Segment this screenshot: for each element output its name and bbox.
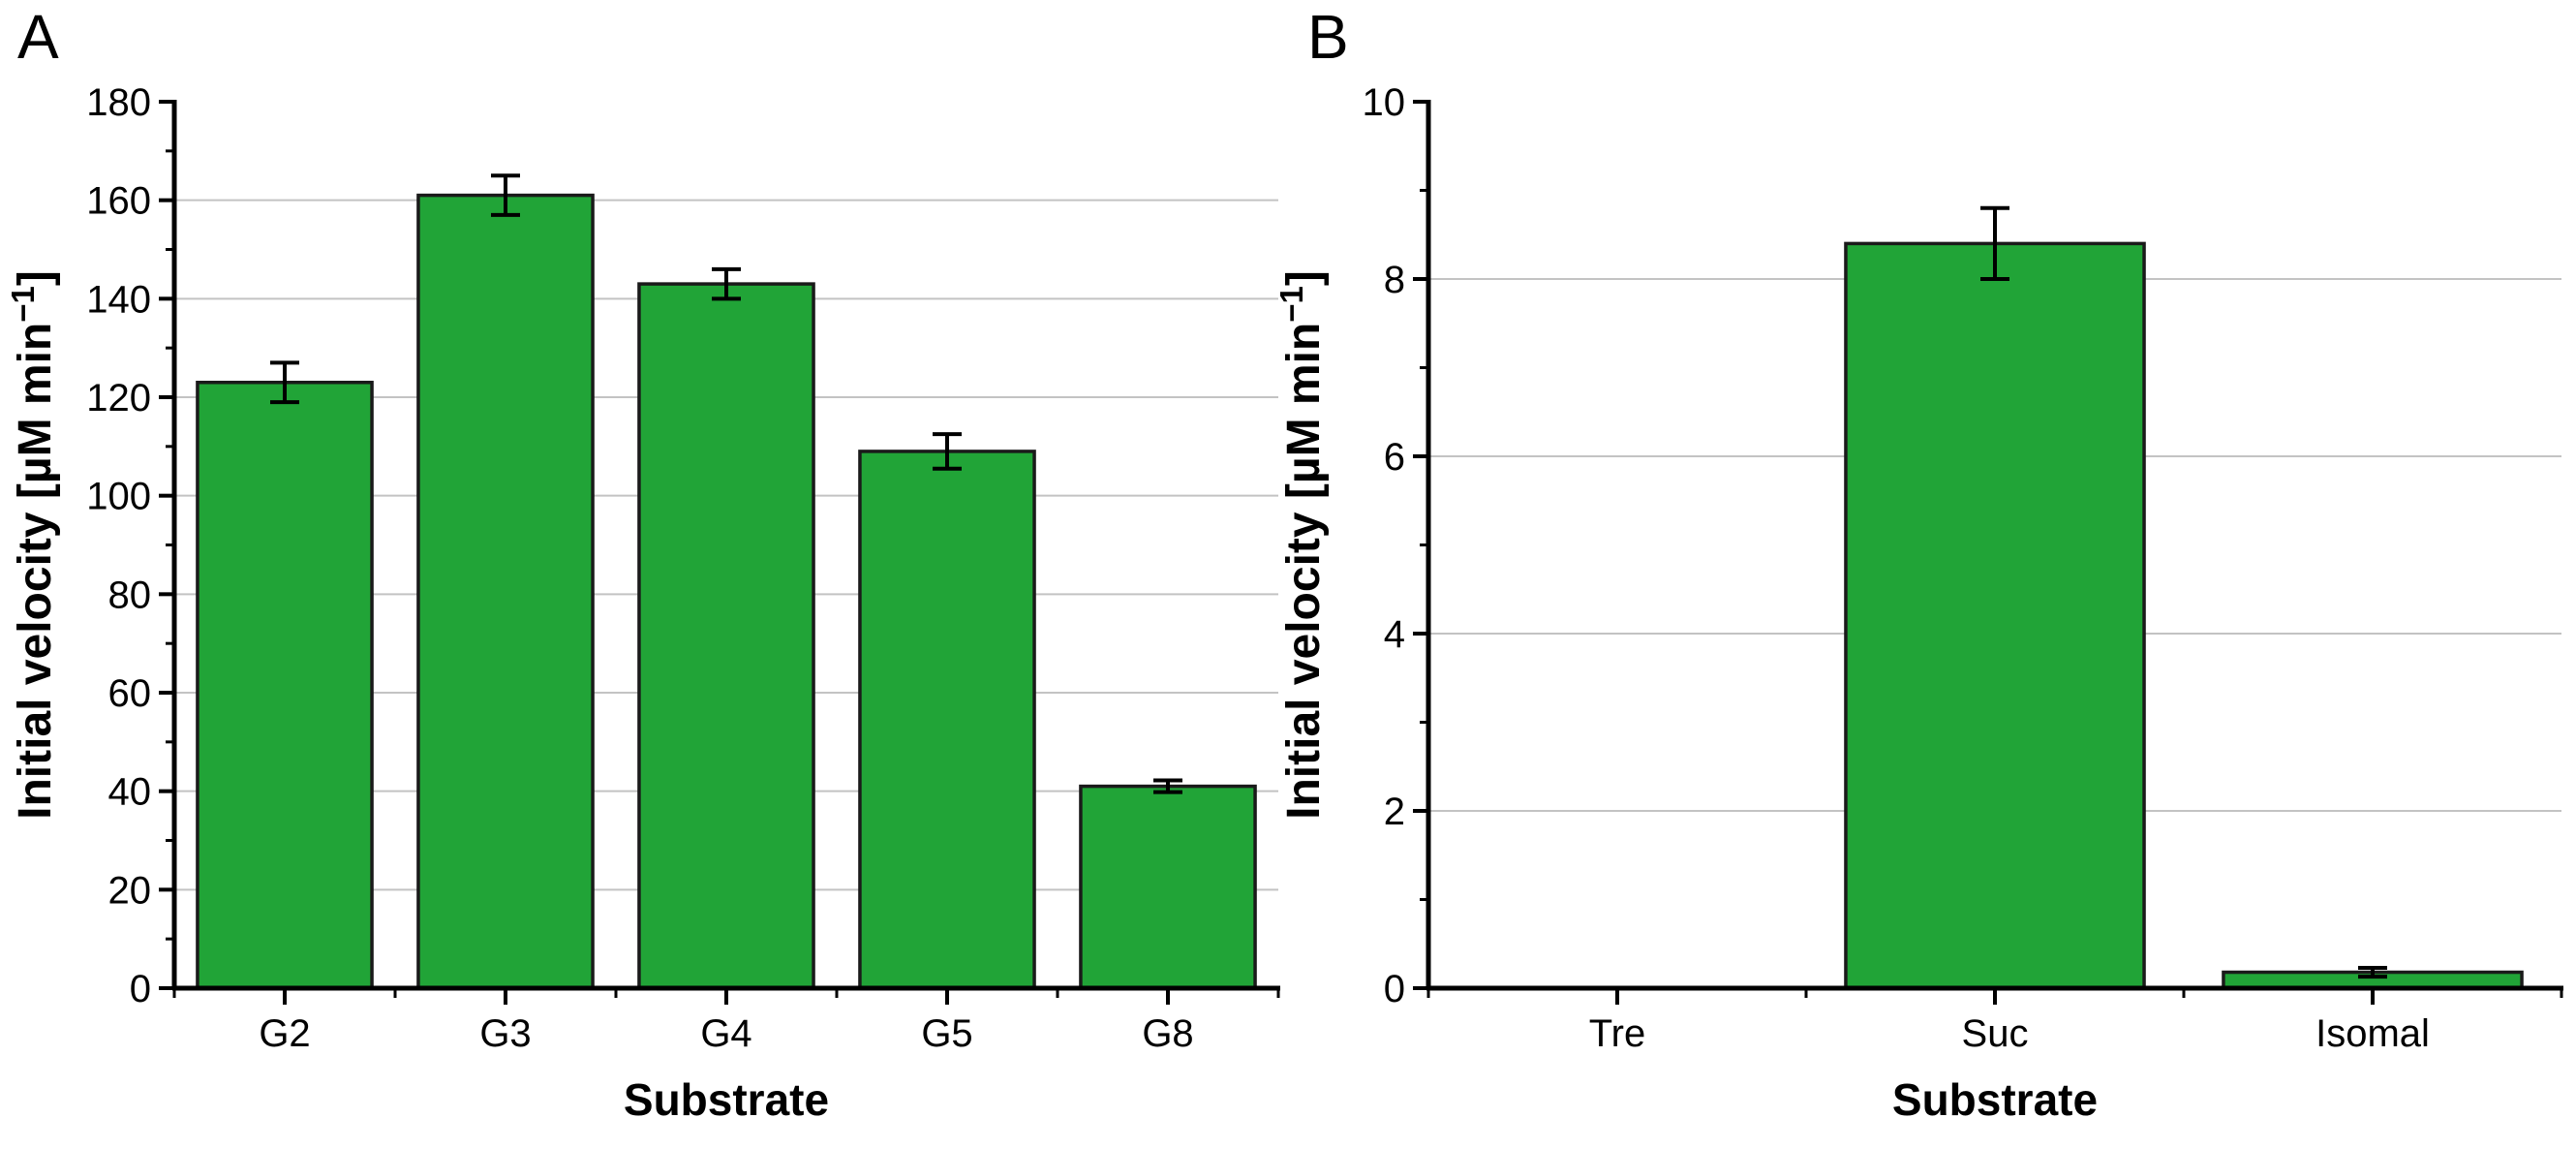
y-tick-label: 140 bbox=[86, 278, 151, 321]
y-tick-label: 100 bbox=[86, 476, 151, 518]
x-tick-label: Suc bbox=[1962, 1012, 2029, 1055]
panel-a-plot: 0 20 40 60 80 100 120 140 160 180 G2 G3 G4 G5 G8 Substr… bbox=[5, 81, 1280, 1125]
panel-a-label: A bbox=[17, 2, 59, 72]
error-bar-G2 bbox=[270, 360, 299, 405]
y-axis-title: Initial velocity [µM min−1] bbox=[1273, 270, 1330, 820]
error-bar-G5 bbox=[933, 432, 962, 471]
bar-G3 bbox=[416, 193, 595, 990]
bar-G2 bbox=[196, 381, 374, 990]
y-axis-title: Initial velocity [µM min−1] bbox=[5, 270, 61, 820]
bar-G8 bbox=[1079, 784, 1257, 990]
y-tick-label: 40 bbox=[108, 771, 152, 814]
y-tick-label: 4 bbox=[1384, 613, 1405, 656]
error-bar-Isomal bbox=[2358, 965, 2387, 979]
y-tick-label: 80 bbox=[108, 574, 152, 616]
y-tick-label: 120 bbox=[86, 377, 151, 419]
panel-b-plot: 0 2 4 6 8 10 Tre Suc Isomal Substrate Initial velo… bbox=[1273, 81, 2563, 1125]
y-tick-label: 0 bbox=[130, 968, 151, 1010]
error-bar-G3 bbox=[491, 173, 520, 217]
x-tick-label: Isomal bbox=[2315, 1012, 2430, 1055]
y-tick-label: 180 bbox=[86, 81, 151, 124]
x-tick-label: G8 bbox=[1142, 1012, 1193, 1055]
x-tick-label: G2 bbox=[259, 1012, 310, 1055]
panel-b-label: B bbox=[1307, 2, 1349, 72]
error-bar-G4 bbox=[712, 266, 741, 301]
x-tick-label: G4 bbox=[700, 1012, 751, 1055]
x-axis-title: Substrate bbox=[624, 1074, 829, 1125]
y-tick-label: 160 bbox=[86, 180, 151, 223]
error-bar-G8 bbox=[1153, 778, 1182, 794]
bar-Suc bbox=[1844, 241, 2146, 990]
y-tick-label: 8 bbox=[1384, 259, 1405, 301]
y-tick-label: 10 bbox=[1363, 81, 1406, 124]
y-tick-label: 2 bbox=[1384, 791, 1405, 833]
x-tick-label: G3 bbox=[479, 1012, 531, 1055]
x-tick-label: Tre bbox=[1589, 1012, 1646, 1055]
x-tick-label: G5 bbox=[921, 1012, 972, 1055]
y-tick-label: 60 bbox=[108, 672, 152, 715]
y-tick-label: 0 bbox=[1384, 968, 1405, 1010]
y-tick-label: 20 bbox=[108, 869, 152, 912]
bar-G4 bbox=[637, 282, 815, 990]
x-axis-title: Substrate bbox=[1892, 1074, 2098, 1125]
error-bar-Suc bbox=[1980, 205, 2009, 281]
bar-G5 bbox=[858, 450, 1036, 990]
y-tick-label: 6 bbox=[1384, 436, 1405, 479]
